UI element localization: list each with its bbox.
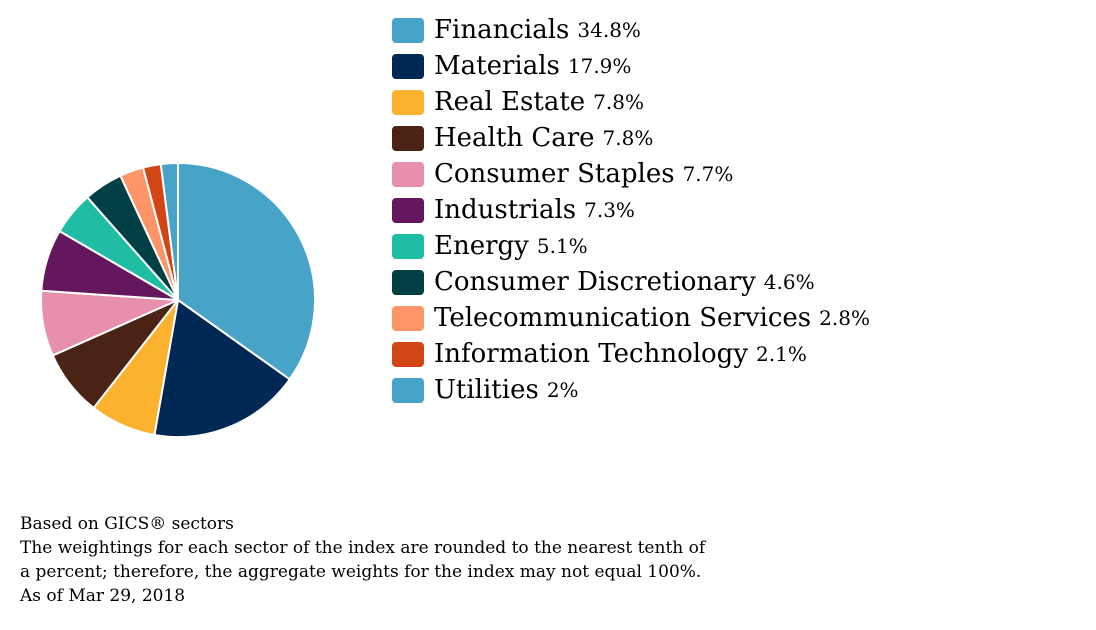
legend-label: Information Technology <box>434 339 749 369</box>
pie-slice-utilities <box>159 161 179 301</box>
sector-legend: Financials 34.8% Materials 17.9% Real Estate… <box>392 12 870 408</box>
legend-label: Industrials <box>434 195 577 225</box>
legend-item-industrials: Industrials 7.3% <box>392 192 870 228</box>
legend-swatch <box>392 233 424 259</box>
footnote-as-of-date: As of Mar 29, 2018 <box>20 586 186 606</box>
legend-swatch <box>392 269 424 295</box>
legend-label: Materials <box>434 51 560 81</box>
sector-pie-chart <box>39 161 316 438</box>
legend-label: Consumer Staples <box>434 159 675 189</box>
footnote-gics-line: Based on GICS® sectors <box>20 514 234 534</box>
legend-item-materials: Materials 17.9% <box>392 48 870 84</box>
legend-item-telecommunication-services: Telecommunication Services 2.8% <box>392 300 870 336</box>
legend-percent: 7.8% <box>593 90 644 114</box>
legend-item-financials: Financials 34.8% <box>392 12 870 48</box>
legend-percent: 5.1% <box>536 234 588 258</box>
legend-percent: 17.9% <box>567 54 632 78</box>
legend-item-consumer-discretionary: Consumer Discretionary 4.6% <box>392 264 870 300</box>
legend-percent: 7.3% <box>584 198 635 222</box>
legend-swatch <box>392 161 424 187</box>
legend-label: Consumer Discretionary <box>434 267 756 297</box>
legend-swatch <box>392 89 424 115</box>
legend-swatch <box>392 305 424 331</box>
legend-percent: 2.1% <box>756 342 807 366</box>
legend-label: Financials <box>434 15 570 45</box>
footnote-rounding-line-1: The weightings for each sector of the in… <box>20 538 706 558</box>
legend-item-consumer-staples: Consumer Staples 7.7% <box>392 156 870 192</box>
legend-percent: 2.8% <box>819 306 870 330</box>
footnote: Based on GICS® sectors The weightings fo… <box>20 512 705 608</box>
legend-percent: 2% <box>546 378 579 402</box>
legend-swatch <box>392 341 424 367</box>
legend-label: Real Estate <box>434 87 586 117</box>
legend-label: Health Care <box>434 123 595 153</box>
legend-swatch <box>392 17 424 43</box>
legend-swatch <box>392 125 424 151</box>
legend-percent: 7.7% <box>682 162 734 186</box>
legend-swatch <box>392 197 424 223</box>
pie-slice-materials <box>153 299 291 438</box>
legend-label: Utilities <box>434 375 539 405</box>
legend-swatch <box>392 53 424 79</box>
legend-item-utilities: Utilities 2% <box>392 372 870 408</box>
legend-item-information-technology: Information Technology 2.1% <box>392 336 870 372</box>
legend-item-real-estate: Real Estate 7.8% <box>392 84 870 120</box>
legend-percent: 4.6% <box>763 270 815 294</box>
legend-item-energy: Energy 5.1% <box>392 228 870 264</box>
legend-item-health-care: Health Care 7.8% <box>392 120 870 156</box>
legend-swatch <box>392 377 424 403</box>
legend-label: Energy <box>434 231 529 261</box>
legend-percent: 34.8% <box>577 18 641 42</box>
footnote-rounding-line-2: a percent; therefore, the aggregate weig… <box>20 562 702 582</box>
legend-percent: 7.8% <box>602 126 654 150</box>
legend-label: Telecommunication Services <box>434 303 812 333</box>
pie-slice-financials <box>177 162 316 381</box>
